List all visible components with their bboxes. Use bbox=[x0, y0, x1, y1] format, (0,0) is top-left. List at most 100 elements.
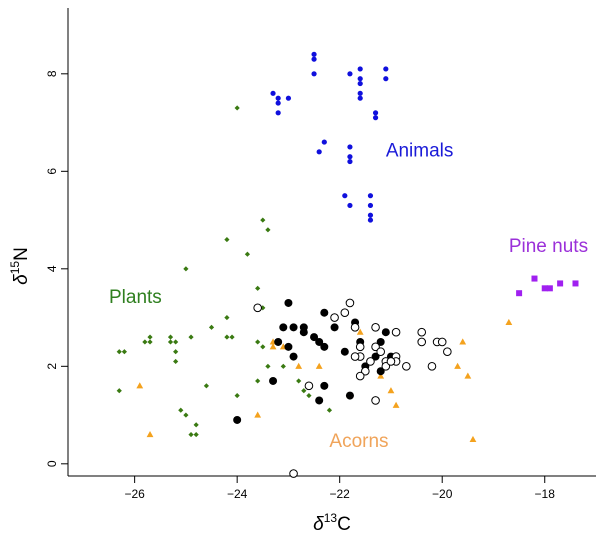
open-circle-point bbox=[350, 323, 360, 332]
diamond-point bbox=[260, 344, 266, 350]
dot-point bbox=[270, 90, 276, 96]
triangle-point bbox=[392, 401, 400, 408]
diamond-point bbox=[183, 412, 189, 418]
group-label: Acorns bbox=[329, 431, 388, 452]
diamond-point bbox=[173, 349, 179, 355]
group-label: Plants bbox=[109, 287, 162, 308]
dot-point bbox=[357, 90, 363, 96]
triangle-point bbox=[377, 372, 385, 379]
dot-point bbox=[383, 76, 389, 82]
dot-point bbox=[372, 110, 379, 116]
diamond-point bbox=[255, 285, 261, 291]
dot-point bbox=[357, 95, 363, 101]
triangle-point bbox=[269, 343, 277, 350]
dot-point bbox=[347, 154, 353, 160]
dot-point bbox=[367, 212, 374, 218]
diamond-point bbox=[229, 334, 235, 340]
diamond-point bbox=[296, 378, 302, 384]
diamond-point bbox=[147, 334, 153, 340]
dot-point bbox=[357, 76, 363, 82]
diamond-point bbox=[208, 324, 215, 330]
open-circle-point bbox=[355, 342, 365, 352]
square-point bbox=[546, 285, 553, 292]
diamond-point bbox=[193, 431, 199, 438]
open-circle-point bbox=[427, 362, 437, 371]
diamond-point bbox=[326, 407, 333, 413]
triangle-point bbox=[459, 338, 467, 345]
dot-point bbox=[367, 202, 374, 209]
diamond-point bbox=[280, 363, 286, 369]
triangle-point bbox=[469, 435, 477, 443]
diamond-point bbox=[116, 388, 122, 394]
dot-point bbox=[275, 100, 281, 106]
diamond-point bbox=[255, 339, 261, 345]
x-axis-title-sup: 13 bbox=[324, 511, 338, 525]
triangle-point bbox=[146, 430, 154, 438]
diamond-point bbox=[265, 227, 271, 233]
filled-circle-point bbox=[320, 381, 329, 390]
triangle-point bbox=[387, 387, 395, 394]
filled-circle-point bbox=[320, 342, 329, 351]
square-point bbox=[516, 290, 523, 297]
open-circle-point bbox=[371, 342, 380, 352]
filled-circle-point bbox=[381, 328, 390, 337]
x-tick-label: −20 bbox=[432, 487, 453, 501]
diamond-point bbox=[224, 236, 230, 243]
diamond-point bbox=[167, 334, 174, 340]
y-axis-title: δ15N bbox=[8, 247, 32, 285]
open-circle-point bbox=[289, 469, 298, 478]
x-tick-label: −18 bbox=[535, 487, 556, 501]
dot-point bbox=[316, 149, 322, 155]
dot-point bbox=[357, 80, 363, 87]
open-circle-point bbox=[340, 308, 350, 317]
diamond-point bbox=[173, 358, 179, 365]
group-label: Pine nuts bbox=[509, 236, 588, 257]
y-tick-label: 4 bbox=[45, 265, 59, 272]
square-point bbox=[572, 280, 579, 287]
open-circle-point bbox=[371, 323, 380, 332]
open-circle-point bbox=[391, 327, 401, 337]
diamond-point bbox=[203, 383, 210, 389]
open-circle-point bbox=[366, 357, 375, 366]
filled-circle-point bbox=[330, 323, 339, 332]
dot-point bbox=[383, 66, 389, 72]
triangle-point bbox=[136, 382, 144, 389]
open-circle-point bbox=[386, 357, 396, 366]
diamond-point bbox=[178, 407, 184, 413]
x-tick-label: −22 bbox=[330, 487, 351, 501]
dot-point bbox=[357, 66, 363, 72]
dot-point bbox=[285, 95, 292, 101]
filled-circle-point bbox=[310, 333, 319, 342]
dot-point bbox=[321, 139, 327, 145]
y-axis-title-sup: 15 bbox=[8, 261, 22, 275]
x-axis-title: δ13C bbox=[313, 511, 351, 535]
diamond-point bbox=[234, 105, 240, 111]
dot-point bbox=[347, 202, 353, 209]
triangle-point bbox=[254, 411, 262, 418]
filled-circle-point bbox=[340, 347, 349, 356]
x-axis-title-base: C bbox=[337, 514, 351, 535]
filled-circle-point bbox=[320, 308, 329, 317]
diamond-point bbox=[116, 349, 122, 355]
filled-circle-point bbox=[315, 396, 324, 405]
dot-point bbox=[367, 217, 374, 223]
filled-circle-point bbox=[269, 376, 278, 385]
y-tick-label: 8 bbox=[45, 70, 59, 77]
dot-point bbox=[347, 71, 353, 77]
dot-point bbox=[347, 144, 353, 150]
diamond-point bbox=[234, 392, 240, 399]
triangle-point bbox=[356, 328, 364, 335]
open-circle-point bbox=[437, 337, 447, 347]
x-axis-ticks: −26 −24 −22 −20 −18 bbox=[124, 476, 555, 501]
triangle-point bbox=[454, 362, 461, 369]
diamond-point bbox=[167, 339, 174, 345]
x-axis-title-prefix: δ bbox=[313, 514, 324, 535]
open-circle-point bbox=[381, 362, 391, 371]
y-tick-label: 0 bbox=[45, 460, 59, 467]
dot-point bbox=[367, 193, 374, 199]
diamond-point bbox=[188, 334, 194, 340]
open-circle-point bbox=[350, 352, 360, 361]
dot-point bbox=[342, 193, 348, 199]
open-circle-point bbox=[402, 362, 411, 371]
